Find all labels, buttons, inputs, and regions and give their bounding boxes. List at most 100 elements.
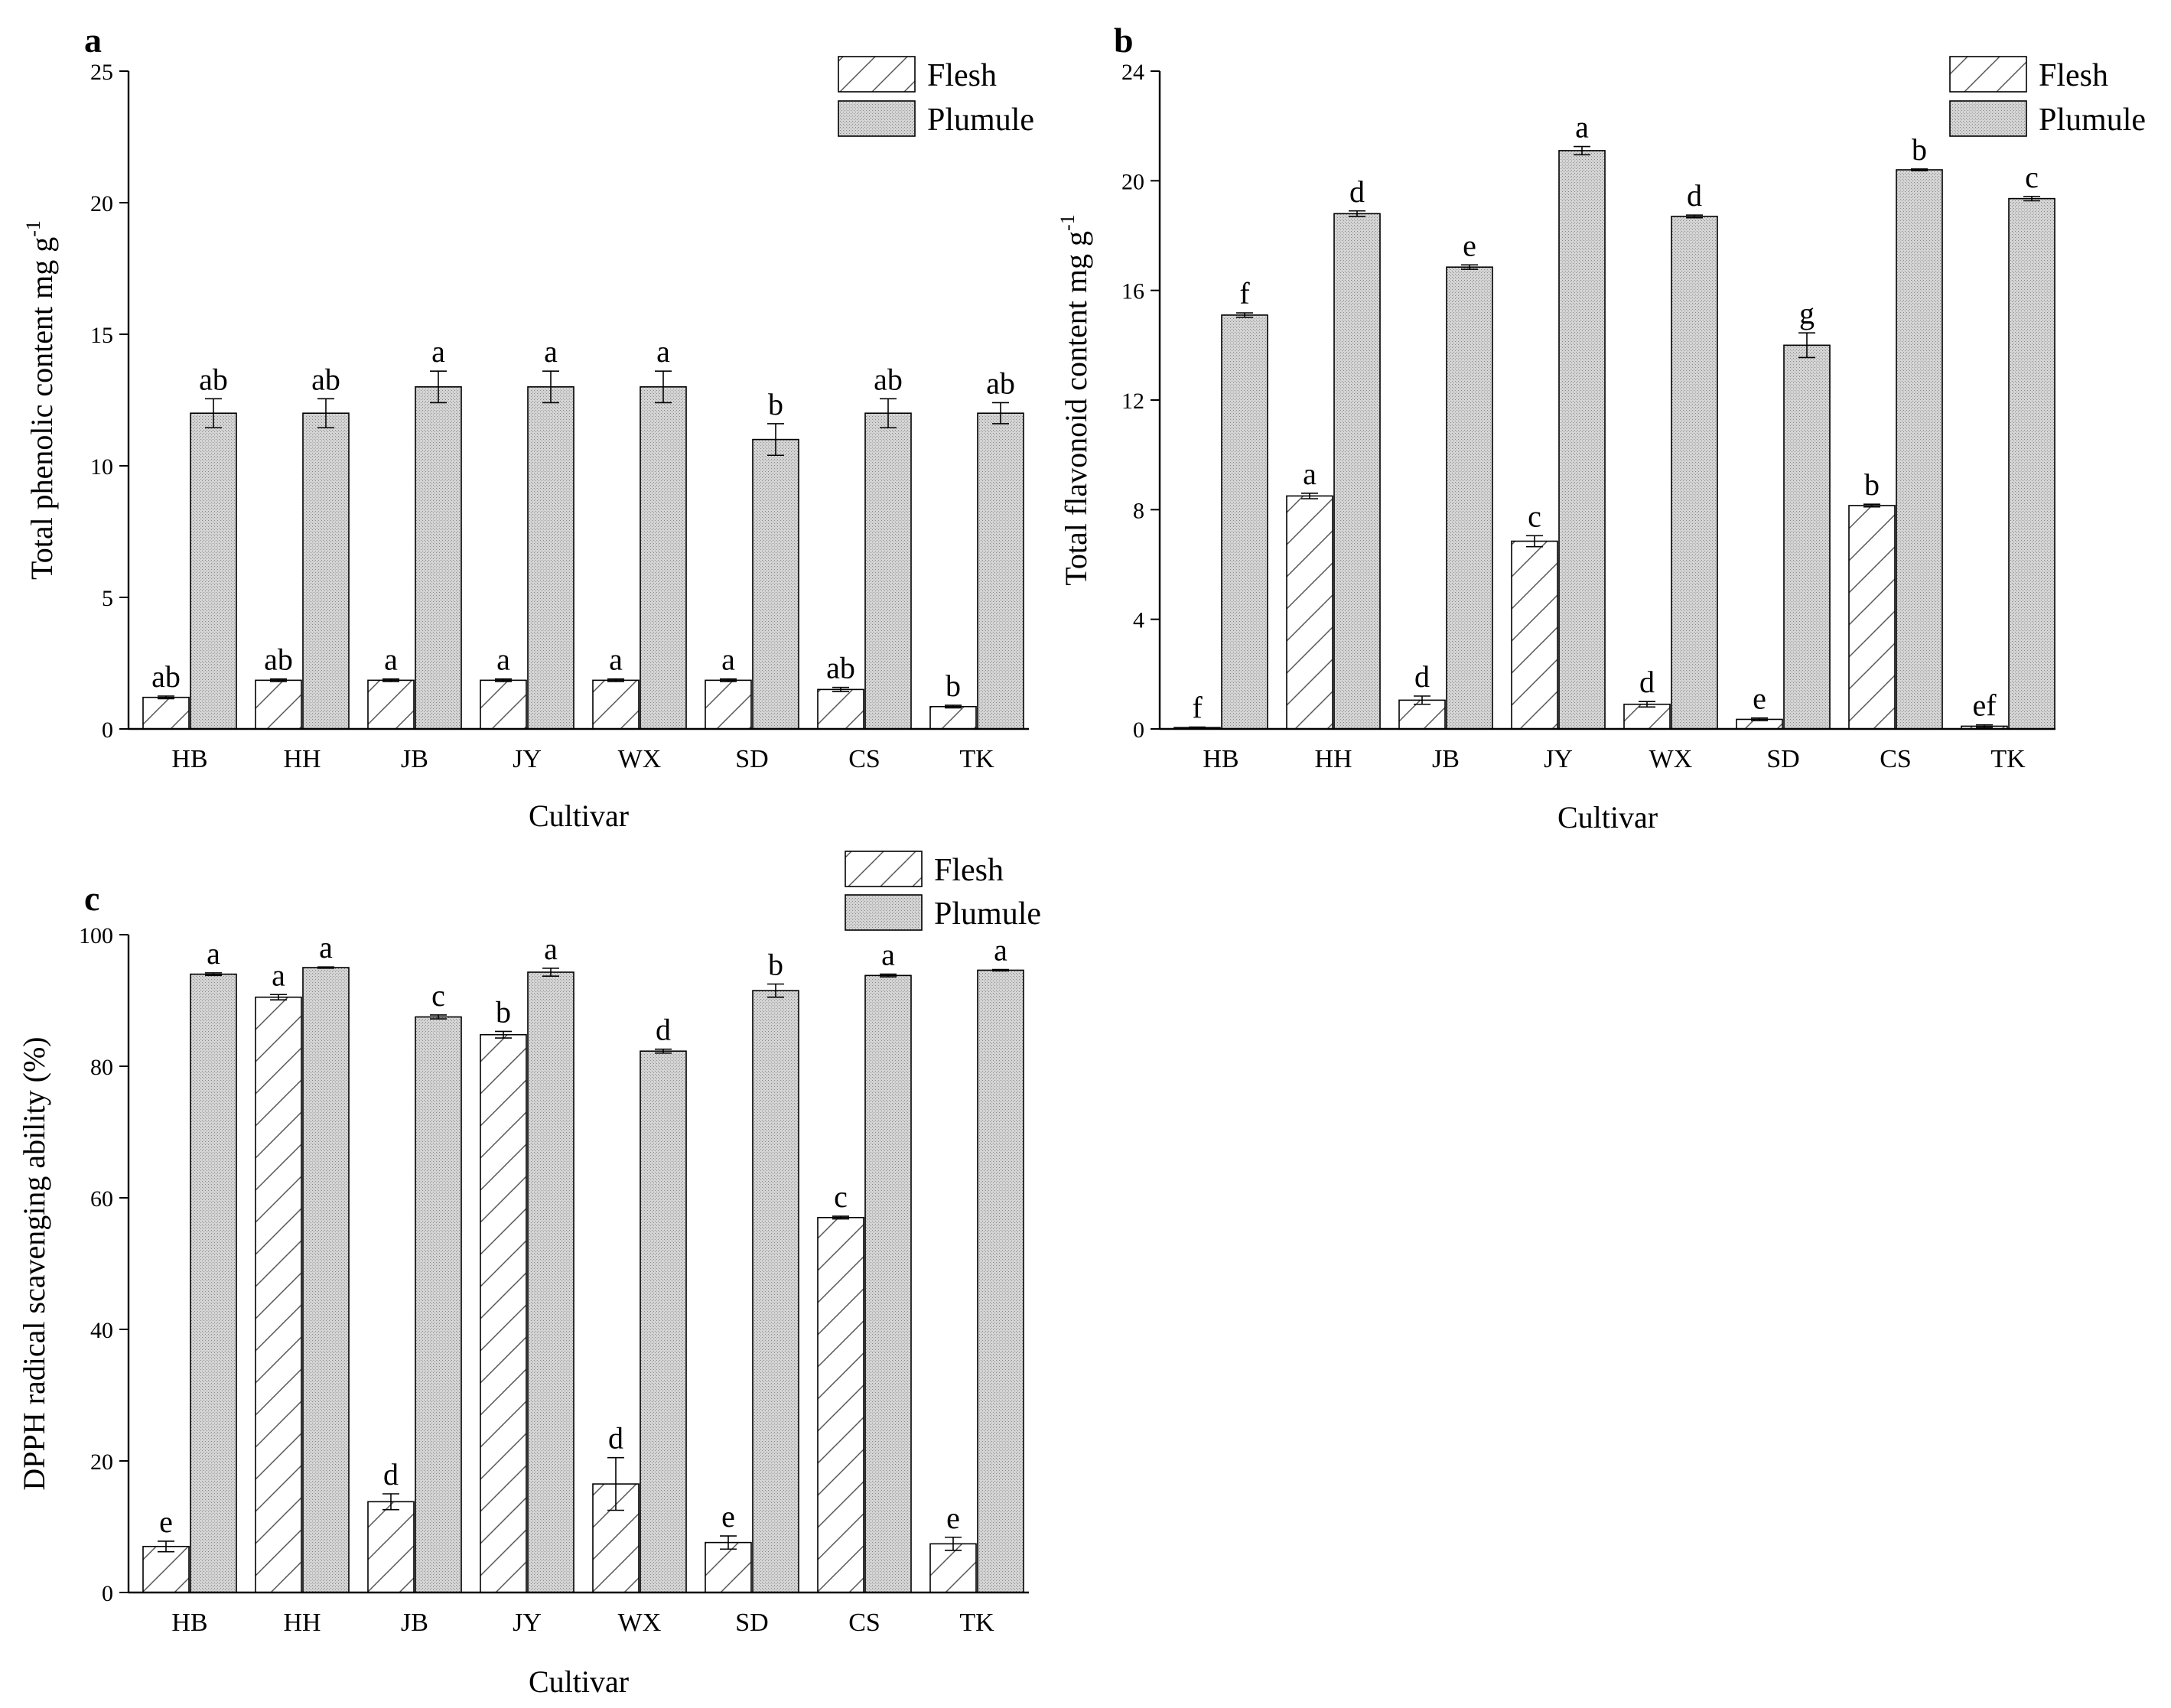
x-tick-label: HB (171, 1609, 207, 1637)
x-tick-label: JB (401, 1609, 428, 1637)
significance-label: ab (151, 659, 181, 694)
significance-label: d (383, 1457, 399, 1492)
significance-label: ab (199, 362, 228, 396)
x-tick-label: WX (1649, 745, 1693, 773)
significance-label: c (834, 1179, 848, 1214)
bar-plumule (527, 971, 574, 1593)
y-axis-title-superscript: -1 (22, 220, 44, 237)
significance-label: c (1528, 499, 1541, 533)
x-tick-label: TK (1990, 745, 2026, 773)
chart-panel-a: a0510152025HBababHHababJBaaJYaaWXaaSDabC… (22, 21, 1034, 833)
bar-flesh (142, 696, 190, 730)
bar-flesh (255, 996, 302, 1593)
legend-label-flesh: Flesh (927, 58, 997, 93)
y-tick-label: 10 (90, 454, 113, 480)
legend-swatch-plumule (838, 100, 916, 137)
significance-label: d (656, 1013, 671, 1047)
y-tick-label: 100 (79, 923, 113, 948)
x-tick-label: HH (1314, 745, 1352, 773)
y-axis-title: DPPH radical scavenging ability (%) (17, 1036, 51, 1490)
legend-swatch-plumule (845, 894, 923, 931)
x-tick-label: WX (618, 1609, 662, 1637)
x-tick-label: CS (1880, 745, 1912, 773)
significance-label: b (768, 948, 783, 982)
significance-label: a (656, 334, 670, 369)
x-tick-label: TK (959, 1609, 994, 1637)
significance-label: a (496, 643, 510, 677)
bar-flesh (817, 688, 864, 730)
y-tick-label: 0 (102, 1581, 113, 1606)
significance-label: e (721, 1499, 735, 1534)
bar-flesh (1623, 703, 1671, 730)
bar-plumule (752, 438, 799, 730)
y-tick-label: 15 (90, 323, 113, 348)
legend: Flesh Plumule (838, 56, 1034, 138)
x-tick-label: SD (735, 745, 768, 773)
bar-flesh (929, 1543, 977, 1593)
bar-plumule (1671, 216, 1718, 730)
bar-plumule (1446, 266, 1493, 730)
y-axis-title-superscript: -1 (1056, 214, 1079, 231)
y-tick-label: 25 (90, 60, 113, 85)
y-axis-title: Total flavonoid content mg g-1 (1056, 214, 1093, 585)
legend-swatch-plumule (1949, 100, 2027, 137)
bar-flesh (142, 1546, 190, 1593)
bar-flesh (592, 679, 640, 730)
significance-label: e (946, 1501, 960, 1535)
x-tick-label: CS (848, 1609, 880, 1637)
y-tick-label: 40 (90, 1318, 113, 1343)
significance-label: d (608, 1421, 623, 1456)
bar-plumule (1558, 150, 1606, 730)
significance-label: f (1239, 276, 1250, 311)
significance-label: ab (264, 643, 293, 677)
y-tick-label: 0 (1133, 717, 1144, 743)
y-tick-label: 80 (90, 1055, 113, 1080)
significance-label: ab (986, 366, 1015, 400)
x-tick-label: HB (1203, 745, 1238, 773)
y-tick-label: 16 (1121, 279, 1144, 304)
x-axis-title: Cultivar (1557, 800, 1658, 834)
significance-label: f (1192, 690, 1203, 724)
y-tick-label: 4 (1133, 608, 1144, 633)
significance-label: a (272, 958, 285, 992)
significance-label: a (384, 643, 398, 677)
bar-flesh (929, 705, 977, 730)
significance-label: b (946, 669, 961, 703)
significance-label: c (2025, 160, 2039, 194)
bar-plumule (1896, 169, 1943, 730)
panel-letter: a (84, 21, 102, 60)
panel-letter: c (84, 879, 99, 918)
bar-plumule (2008, 197, 2055, 730)
x-tick-label: JB (1432, 745, 1460, 773)
significance-label: c (431, 978, 445, 1013)
bar-plumule (190, 412, 237, 730)
y-tick-label: 12 (1121, 389, 1144, 414)
significance-label: ab (874, 362, 903, 396)
significance-label: d (1687, 178, 1702, 213)
significance-label: b (496, 994, 511, 1029)
chart-panel-b: b04812162024HBffHHadJBdeJYcaWXddSDegCSbb… (1056, 21, 2146, 834)
significance-label: a (431, 334, 445, 369)
y-tick-label: 5 (102, 586, 113, 611)
legend-label-plumule: Plumule (2039, 102, 2146, 138)
bar-plumule (640, 1050, 687, 1593)
y-tick-label: 24 (1121, 60, 1144, 85)
significance-label: a (207, 936, 220, 971)
bar-plumule (1221, 314, 1268, 730)
bar-plumule (302, 967, 350, 1593)
x-tick-label: CS (848, 745, 880, 773)
significance-label: a (609, 643, 623, 677)
significance-label: a (319, 930, 333, 965)
bar-plumule (640, 386, 687, 730)
significance-label: a (721, 643, 735, 677)
legend-label-plumule: Plumule (934, 896, 1041, 932)
significance-label: a (1303, 457, 1317, 491)
significance-label: e (1463, 228, 1476, 262)
bar-flesh (1286, 495, 1333, 730)
significance-label: b (1912, 132, 1927, 167)
legend-label-flesh: Flesh (2039, 58, 2108, 93)
x-tick-label: HH (283, 1609, 321, 1637)
legend-swatch-flesh (1949, 56, 2027, 93)
y-axis-title: Total phenolic content mg g-1 (22, 220, 59, 580)
